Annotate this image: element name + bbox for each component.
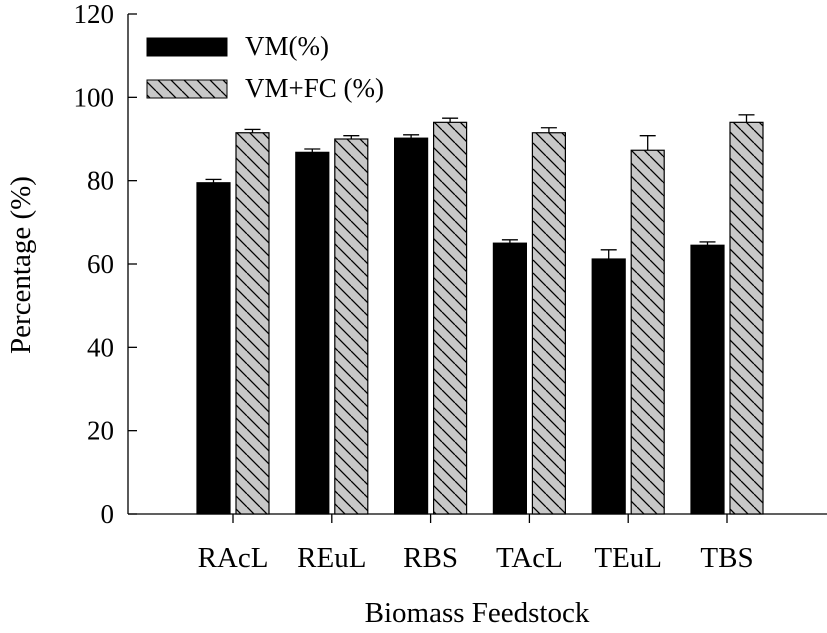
legend-label-vm: VM(%) xyxy=(245,31,329,61)
bar-vm-fc xyxy=(630,149,665,515)
bar-vm xyxy=(295,151,330,515)
y-axis-title: Percentage (%) xyxy=(5,176,37,354)
y-tick-label: 0 xyxy=(101,499,115,529)
x-tick-label: TEuL xyxy=(594,542,662,574)
bar-vm-fc xyxy=(729,121,764,515)
y-tick-label: 40 xyxy=(87,332,114,362)
bar-vm xyxy=(492,242,527,515)
x-tick-label: TAcL xyxy=(496,542,563,574)
x-tick-label: RAcL xyxy=(198,542,269,574)
bar-vm xyxy=(394,137,429,515)
y-tick-label: 60 xyxy=(87,249,114,279)
bar-vm xyxy=(196,182,231,515)
x-tick-label: REuL xyxy=(297,542,366,574)
bar-vm-fc xyxy=(433,121,468,515)
bar-vm xyxy=(591,258,626,515)
bar-vm-fc xyxy=(531,132,567,515)
x-tick-label: TBS xyxy=(700,542,753,574)
legend-swatch-vm xyxy=(146,37,228,57)
x-axis-title: Biomass Feedstock xyxy=(365,597,590,629)
x-tick-label: RBS xyxy=(403,542,458,574)
y-tick-label: 120 xyxy=(74,0,115,29)
y-tick-label: 20 xyxy=(87,416,114,446)
bar-vm xyxy=(690,244,725,515)
y-tick-label: 80 xyxy=(87,166,114,196)
plot-area: 0 20 40 60 80 100 120 RAcL REuL RBS TAcL TEuL TBS VM(… xyxy=(74,0,827,574)
y-tick-label: 100 xyxy=(74,82,115,112)
legend-label-vm-fc: VM+FC (%) xyxy=(245,73,384,103)
legend-swatch-vm-fc xyxy=(146,79,228,99)
bar-vm-fc xyxy=(235,132,270,515)
bar-vm-fc xyxy=(334,138,369,515)
